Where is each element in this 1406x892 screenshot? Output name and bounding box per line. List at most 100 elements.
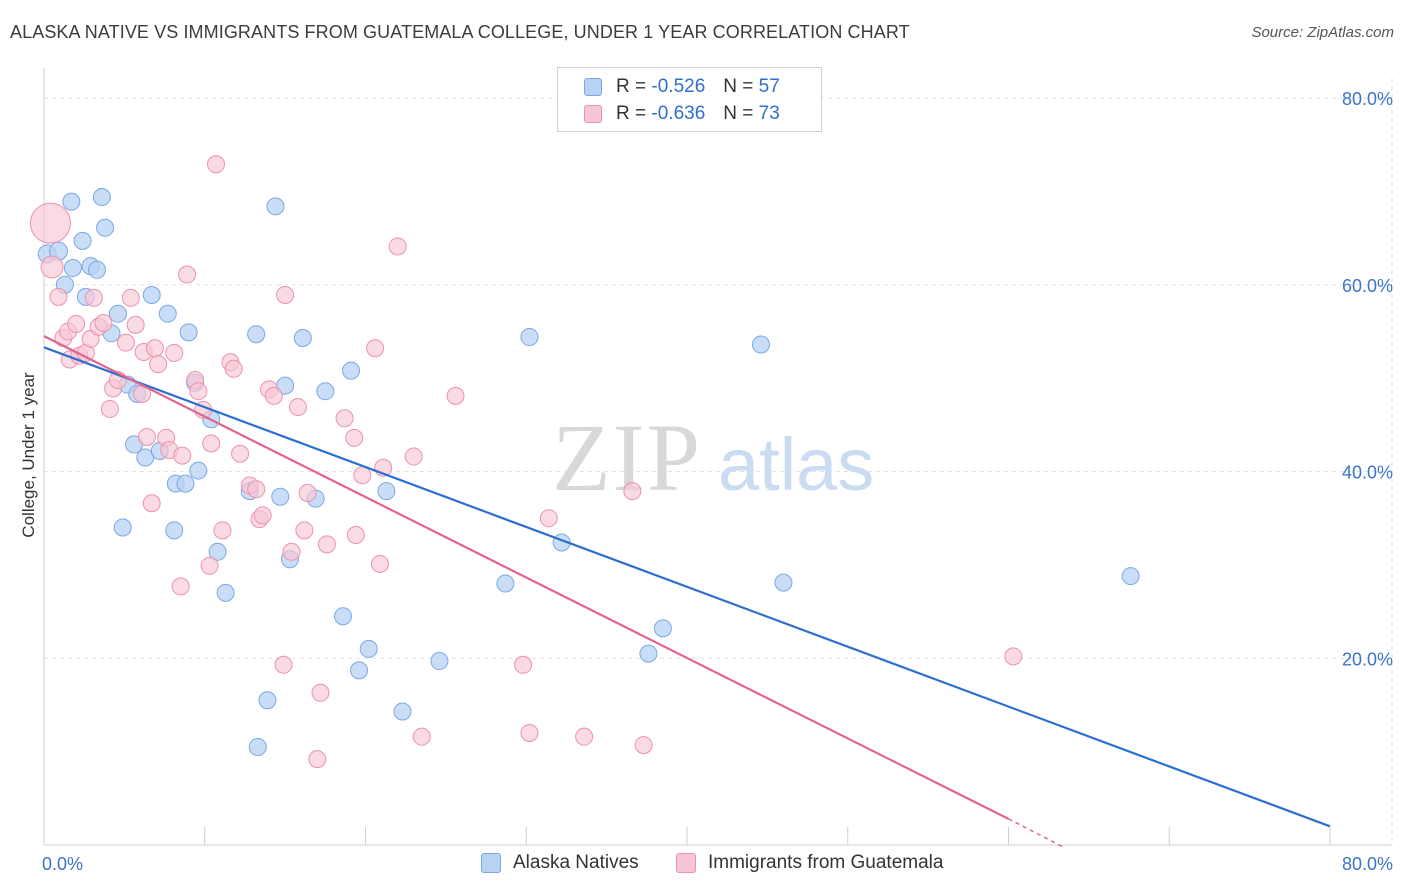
point-guatemala-0 [29, 202, 71, 244]
legend-r-label: R = [616, 76, 647, 97]
point-guatemala-17 [121, 288, 140, 307]
point-guatemala-54 [311, 683, 330, 702]
point-guatemala-73 [1004, 647, 1023, 666]
point-alaska-40 [316, 382, 335, 401]
point-guatemala-42 [247, 480, 266, 499]
point-guatemala-39 [224, 359, 243, 378]
point-guatemala-72 [634, 736, 653, 755]
point-alaska-42 [342, 361, 361, 380]
x-tick-label-0: 0.0% [42, 854, 83, 874]
point-guatemala-48 [276, 286, 295, 305]
legend-n-value-guatemala: 73 [758, 103, 780, 124]
chart-title: ALASKA NATIVE VS IMMIGRANTS FROM GUATEMA… [10, 22, 910, 42]
point-alaska-45 [377, 482, 396, 501]
point-alaska-10 [96, 218, 115, 237]
legend-n-value-alaska: 57 [758, 76, 780, 97]
point-guatemala-21 [137, 427, 156, 446]
point-guatemala-12 [94, 314, 113, 333]
series-name-guatemala: Immigrants from Guatemala [708, 852, 944, 873]
point-alaska-3 [62, 192, 81, 211]
point-alaska-48 [496, 574, 515, 593]
point-alaska-24 [179, 323, 198, 342]
x-tick-label-80: 80.0% [1342, 854, 1393, 874]
point-alaska-51 [639, 644, 658, 663]
point-guatemala-23 [145, 339, 164, 358]
y-tick-label-20: 20.0% [1342, 649, 1393, 669]
point-guatemala-40 [231, 444, 250, 463]
point-guatemala-29 [173, 446, 192, 465]
legend-r-value-alaska: -0.526 [651, 76, 706, 97]
point-guatemala-71 [623, 482, 642, 501]
point-guatemala-18 [126, 315, 145, 334]
point-guatemala-57 [345, 428, 364, 447]
trend-line-guatemala-extension [1008, 818, 1066, 849]
point-guatemala-10 [84, 288, 103, 307]
point-guatemala-51 [295, 521, 314, 540]
point-alaska-41 [333, 607, 352, 626]
point-alaska-18 [142, 286, 161, 305]
point-guatemala-55 [317, 535, 336, 554]
legend-swatch-blue [584, 78, 602, 96]
point-guatemala-66 [446, 386, 465, 405]
point-guatemala-32 [189, 382, 208, 401]
point-guatemala-70 [575, 727, 594, 746]
legend-n-label: N = [723, 103, 754, 124]
legend-n-label: N = [723, 76, 754, 97]
stats-legend: R = -0.526 N = 57 R = -0.636 N = 73 [557, 67, 822, 132]
point-alaska-26 [189, 461, 208, 480]
point-guatemala-47 [274, 655, 293, 674]
point-alaska-54 [774, 573, 793, 592]
point-alaska-52 [653, 619, 672, 638]
point-alaska-12 [108, 304, 127, 323]
legend-swatch-pink [584, 105, 602, 123]
point-guatemala-2 [49, 287, 68, 306]
point-alaska-20 [158, 304, 177, 323]
point-alaska-31 [247, 325, 266, 344]
point-guatemala-28 [171, 577, 190, 596]
series-name-alaska: Alaska Natives [513, 852, 639, 873]
point-guatemala-67 [514, 655, 533, 674]
series-legend: Alaska Natives Immigrants from Guatemala [0, 852, 1406, 878]
series-swatch-blue [481, 853, 501, 873]
point-guatemala-53 [308, 750, 327, 769]
y-axis-label: College, Under 1 year [19, 372, 38, 538]
point-alaska-21 [165, 521, 184, 540]
point-guatemala-13 [100, 399, 119, 418]
point-guatemala-64 [404, 447, 423, 466]
y-tick-label-80: 80.0% [1342, 89, 1393, 109]
point-guatemala-30 [178, 265, 197, 284]
point-guatemala-16 [116, 333, 135, 352]
legend-row-guatemala: R = -0.636 N = 73 [584, 101, 780, 127]
point-alaska-9 [92, 187, 111, 206]
point-guatemala-52 [298, 483, 317, 502]
trend-line-guatemala [43, 335, 1009, 820]
trend-line-alaska [43, 346, 1331, 828]
point-guatemala-65 [412, 727, 431, 746]
point-guatemala-61 [370, 554, 389, 573]
point-alaska-33 [258, 691, 277, 710]
point-guatemala-50 [288, 398, 307, 417]
point-alaska-13 [113, 518, 132, 537]
legend-r-label: R = [616, 103, 647, 124]
point-alaska-55 [1121, 567, 1140, 586]
series-swatch-pink [676, 853, 696, 873]
point-guatemala-56 [335, 409, 354, 428]
point-guatemala-24 [149, 355, 168, 374]
point-guatemala-34 [200, 556, 219, 575]
point-alaska-29 [216, 583, 235, 602]
point-alaska-32 [248, 737, 267, 756]
y-tick-label-60: 60.0% [1342, 276, 1393, 296]
y-tick-label-40: 40.0% [1342, 463, 1393, 483]
point-guatemala-63 [388, 237, 407, 256]
point-guatemala-69 [539, 509, 558, 528]
point-guatemala-68 [520, 723, 539, 742]
point-guatemala-6 [67, 314, 86, 333]
point-alaska-23 [176, 474, 195, 493]
point-guatemala-49 [282, 542, 301, 561]
series-legend-guatemala: Immigrants from Guatemala [676, 852, 943, 874]
point-guatemala-37 [213, 521, 232, 540]
point-guatemala-36 [207, 155, 226, 174]
point-alaska-28 [208, 542, 227, 561]
point-guatemala-1 [40, 255, 64, 279]
